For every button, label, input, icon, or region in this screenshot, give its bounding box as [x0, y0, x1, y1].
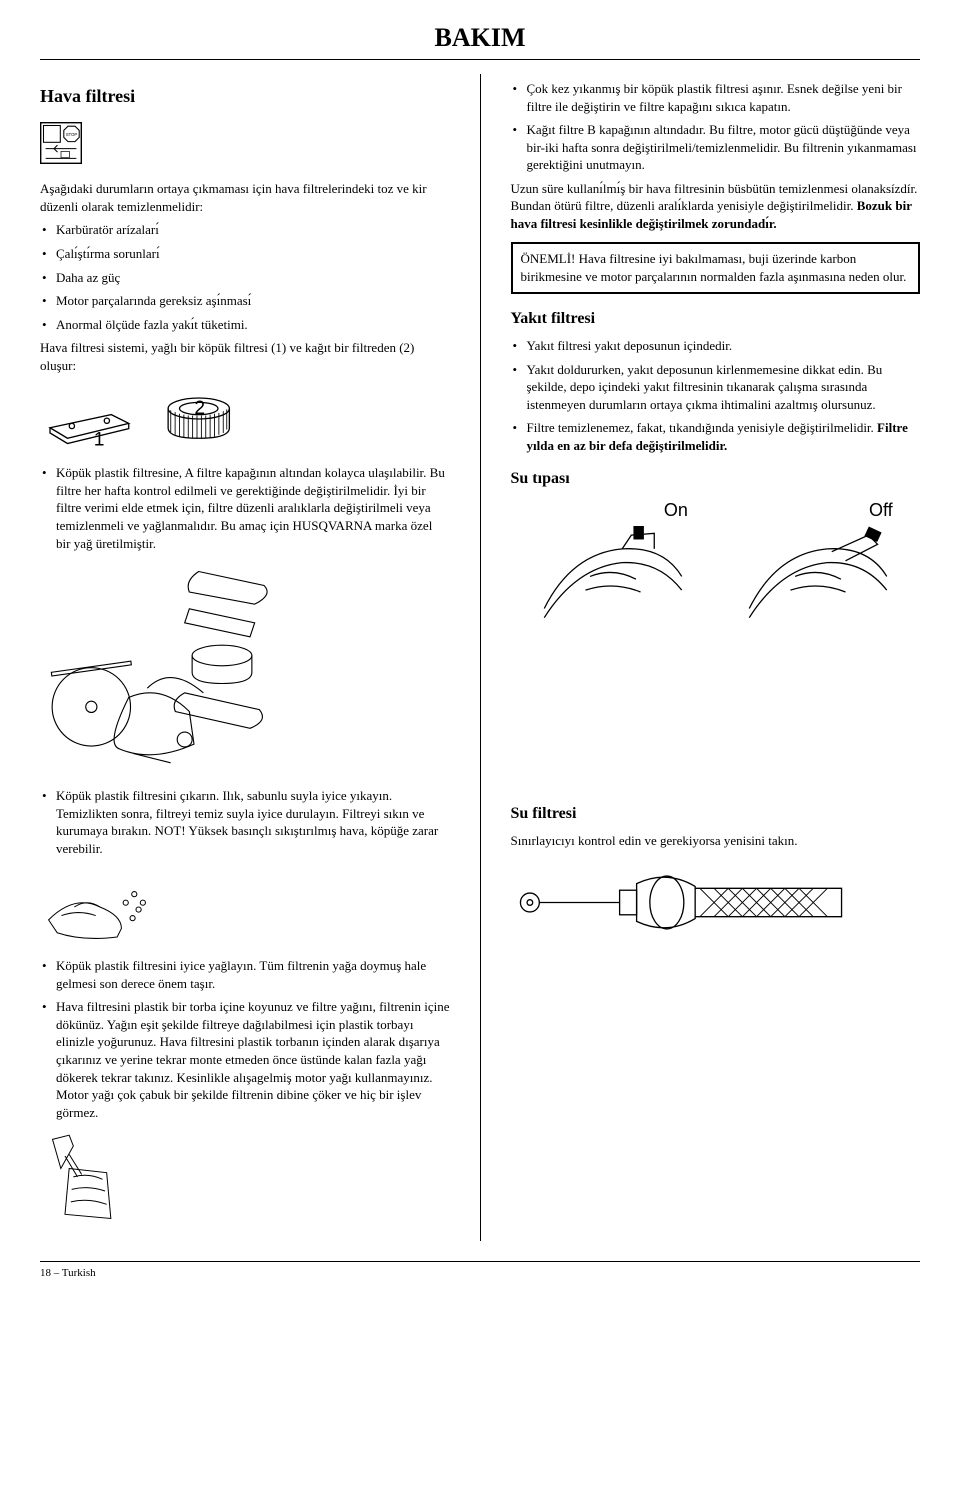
off-figure: Off	[733, 498, 903, 641]
page-number: 18	[40, 1267, 51, 1279]
water-filter-heading: Su filtresi	[511, 803, 921, 825]
two-column-layout: Hava filtresi STOP Aşağıdaki durumların …	[40, 74, 920, 1241]
oil-bag-figure	[40, 1131, 450, 1231]
list-item: Motor parçalarında gereksiz aşı́nması́	[40, 292, 450, 310]
on-figure: On	[528, 498, 698, 641]
water-filter-figure	[511, 860, 921, 945]
exploded-filter-figure	[40, 562, 450, 777]
foam-list: Köpük plastik filtresine, A filtre kapağ…	[40, 464, 450, 552]
list-item: Köpük plastik filtresine, A filtre kapağ…	[40, 464, 450, 552]
list-item: Köpük plastik filtresini iyice yağlayın.…	[40, 957, 450, 992]
list-item: Daha az güç	[40, 269, 450, 287]
list-item: Çok kez yıkanmış bir köpük plastik filtr…	[511, 80, 921, 115]
svg-text:STOP: STOP	[66, 132, 78, 137]
page-language: – Turkish	[54, 1267, 96, 1279]
list-item: Yakıt filtresi yakıt deposunun içindedir…	[511, 337, 921, 355]
wash-list: Köpük plastik filtresini çıkarın. Ilık, …	[40, 787, 450, 857]
left-column: Hava filtresi STOP Aşağıdaki durumların …	[40, 74, 450, 1241]
page-title: BAKIM	[40, 20, 920, 55]
oil-bag-list: Köpük plastik filtresini iyice yağlayın.…	[40, 957, 450, 1121]
list-item: Anormal ölçüde fazla yakı́t tüketimi.	[40, 316, 450, 334]
off-label: Off	[733, 498, 903, 522]
list-item: Köpük plastik filtresini çıkarın. Ilık, …	[40, 787, 450, 857]
water-plug-heading: Su tıpası	[511, 468, 921, 490]
causes-list: Karbüratör arízaları́ Çalı́ştı́rma sorun…	[40, 221, 450, 333]
svg-text:1: 1	[94, 430, 105, 451]
list-item: Karbüratör arízaları́	[40, 221, 450, 239]
on-label: On	[528, 498, 698, 522]
long-use-text: Uzun süre kullanı́lmı́ş bir hava filtres…	[511, 180, 921, 233]
list-item: Kağıt filtre B kapağının altındadır. Bu …	[511, 121, 921, 174]
fuel-item-3-plain: Filtre temizlenemez, fakat, tıkandığında…	[527, 420, 874, 435]
title-rule	[40, 59, 920, 60]
list-item: Çalı́ştı́rma sorunları́	[40, 245, 450, 263]
svg-text:2: 2	[194, 398, 205, 419]
right-column: Çok kez yıkanmış bir köpük plastik filtr…	[511, 74, 921, 1241]
fuel-list: Yakıt filtresi yakıt deposunun içindedir…	[511, 337, 921, 454]
column-divider	[480, 74, 481, 1241]
intro-text: Aşağıdaki durumların ortaya çıkmaması iç…	[40, 180, 450, 215]
page-footer: 18 – Turkish	[40, 1261, 920, 1281]
wash-hands-figure	[40, 867, 450, 947]
water-filter-text: Sınırlayıcıyı kontrol edin ve gerekiyors…	[511, 832, 921, 850]
stop-icon: STOP	[40, 122, 82, 164]
air-filter-heading: Hava filtresi	[40, 84, 450, 108]
filter-1-2-figure: 1 2	[40, 384, 450, 454]
list-item: Filtre temizlenemez, fakat, tıkandığında…	[511, 419, 921, 454]
list-item: Yakıt doldururken, yakıt deposunun kirle…	[511, 361, 921, 414]
right-top-list: Çok kez yıkanmış bir köpük plastik filtr…	[511, 80, 921, 174]
list-item: Hava filtresini plastik bir torba içine …	[40, 998, 450, 1121]
important-callout: ÖNEMLİ! Hava filtresine iyi bakılmaması,…	[511, 242, 921, 293]
system-text: Hava filtresi sistemi, yağlı bir köpük f…	[40, 339, 450, 374]
fuel-filter-heading: Yakıt filtresi	[511, 308, 921, 330]
on-off-figures: On Off	[511, 498, 921, 641]
